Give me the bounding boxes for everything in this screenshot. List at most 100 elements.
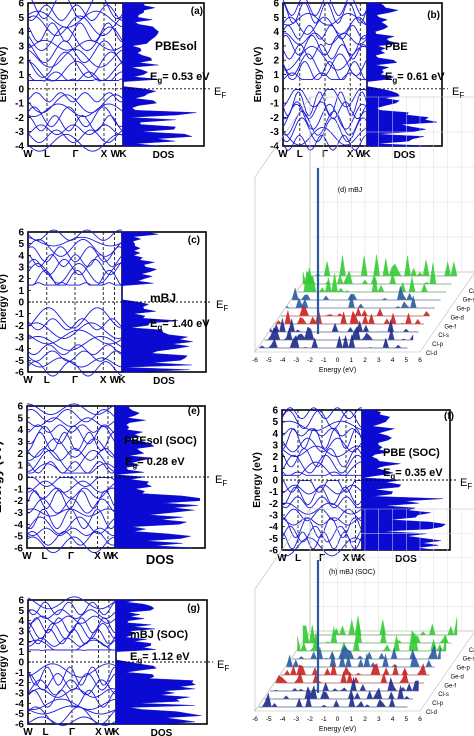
y-tick-label: 6 <box>18 0 24 10</box>
kpoint-label: X <box>347 149 354 160</box>
band-line <box>282 1 368 24</box>
series-label: Cl-s <box>438 692 449 698</box>
y-tick-label: -2 <box>270 113 279 124</box>
band-line <box>26 527 116 537</box>
band-line <box>282 16 368 35</box>
kpoint-label: K <box>112 727 120 736</box>
dos-fill <box>366 2 438 147</box>
band-line <box>282 53 368 77</box>
band-line <box>26 516 116 535</box>
fermi-label: EF <box>217 659 229 673</box>
y-axis-label: Energy (eV) <box>0 274 9 330</box>
y-tick-label: 2 <box>18 637 24 648</box>
dos-fill <box>121 231 193 373</box>
x-tick-label: -5 <box>266 357 272 364</box>
y-tick-label: -3 <box>15 689 24 700</box>
fermi-label: EF <box>216 299 228 313</box>
series-label: Cl-p <box>432 342 444 348</box>
y-tick-label: 1 <box>18 286 24 297</box>
band-line <box>27 622 117 640</box>
series-label: Cl-s <box>438 333 449 339</box>
y-tick-label: 3 <box>17 437 23 448</box>
kpoint-label: W <box>278 149 288 160</box>
series-label: Ge-f <box>444 324 456 330</box>
gap-label: Eg= 0.28 eV <box>125 456 185 470</box>
y-tick-label: -1 <box>270 99 279 110</box>
x-tick-label: 0 <box>336 357 340 364</box>
kpoint-label: W <box>103 551 113 562</box>
kpoint-label: K <box>119 149 127 160</box>
y-tick-label: 1 <box>272 464 278 475</box>
band-line <box>26 498 116 514</box>
band-line <box>27 716 117 726</box>
method-label: mBJ (SOC) <box>130 629 188 641</box>
kpoint-label: X <box>343 553 350 564</box>
band-line <box>27 48 124 68</box>
y-tick-label: -4 <box>14 520 23 531</box>
y-tick-label: 6 <box>273 0 279 10</box>
band-line <box>26 424 116 433</box>
band-line <box>27 705 117 715</box>
band-line <box>282 60 368 81</box>
y-tick-label: -2 <box>269 499 278 510</box>
kpoint-label: K <box>111 551 119 562</box>
band-line <box>27 26 124 52</box>
band-line <box>27 672 117 691</box>
band-line <box>27 129 124 144</box>
band-line <box>281 437 363 453</box>
kpoint-label: L <box>42 551 48 562</box>
panel-label: (a) <box>191 6 203 17</box>
y-tick-label: -3 <box>14 508 23 519</box>
y-axis-label: Energy (eV) <box>252 452 263 508</box>
y-tick-label: 0 <box>18 84 24 95</box>
chart-title: (h) mBJ (SOC) <box>329 569 375 576</box>
band-line <box>281 496 363 509</box>
band-line <box>282 103 368 130</box>
x-tick-label: -4 <box>280 357 286 364</box>
dos-axis-label: DOS <box>146 552 175 567</box>
pdos-series-Ca-s <box>308 254 458 277</box>
y-tick-label: 2 <box>18 274 24 285</box>
y-tick-label: 5 <box>17 413 23 424</box>
kpoint-label: L <box>43 727 49 736</box>
y-tick-label: -1 <box>269 487 278 498</box>
x-tick-label: 3 <box>377 357 381 364</box>
gap-label: Eg= 0.53 eV <box>150 71 210 85</box>
series-label: Ca-d <box>469 289 474 295</box>
pdos-series-Ge-f <box>275 670 424 684</box>
y-tick-label: -5 <box>14 532 23 543</box>
kpoint-label: L <box>44 149 50 160</box>
kpoint-label: W <box>110 375 120 386</box>
x-tick-label: 6 <box>418 357 422 364</box>
series-label: Ge-f <box>444 683 456 689</box>
x-tick-label: -1 <box>321 357 327 364</box>
band-line <box>26 425 116 445</box>
band-line <box>281 517 363 526</box>
band-line <box>27 39 124 51</box>
band-line <box>282 117 368 143</box>
x-tick-label: -3 <box>293 716 299 723</box>
method-label: PBEsol <box>155 39 197 53</box>
band-line <box>26 417 116 427</box>
y-tick-label: 0 <box>273 84 279 95</box>
band-line <box>282 43 368 60</box>
band-line <box>27 133 124 152</box>
band-line <box>27 246 123 263</box>
pdos-panel-d: Ca-sCa-pCa-dGe-sGe-pGe-dGe-fCl-sCl-pCl-d… <box>252 96 474 374</box>
kpoint-label: Γ <box>69 727 75 736</box>
y-tick-label: -6 <box>15 720 24 731</box>
band-line <box>27 22 124 43</box>
y-tick-label: 6 <box>17 402 23 413</box>
y-tick-label: 5 <box>18 13 24 24</box>
y-tick-label: -1 <box>14 484 23 495</box>
band-line <box>27 666 117 686</box>
band-line <box>26 431 116 452</box>
y-tick-label: 3 <box>18 263 24 274</box>
band-line <box>281 461 363 477</box>
band-line <box>281 410 363 430</box>
y-tick-label: -6 <box>14 544 23 555</box>
x-tick-label: 5 <box>404 716 408 723</box>
panel-label: (f) <box>444 411 454 422</box>
y-tick-label: 4 <box>272 429 278 440</box>
